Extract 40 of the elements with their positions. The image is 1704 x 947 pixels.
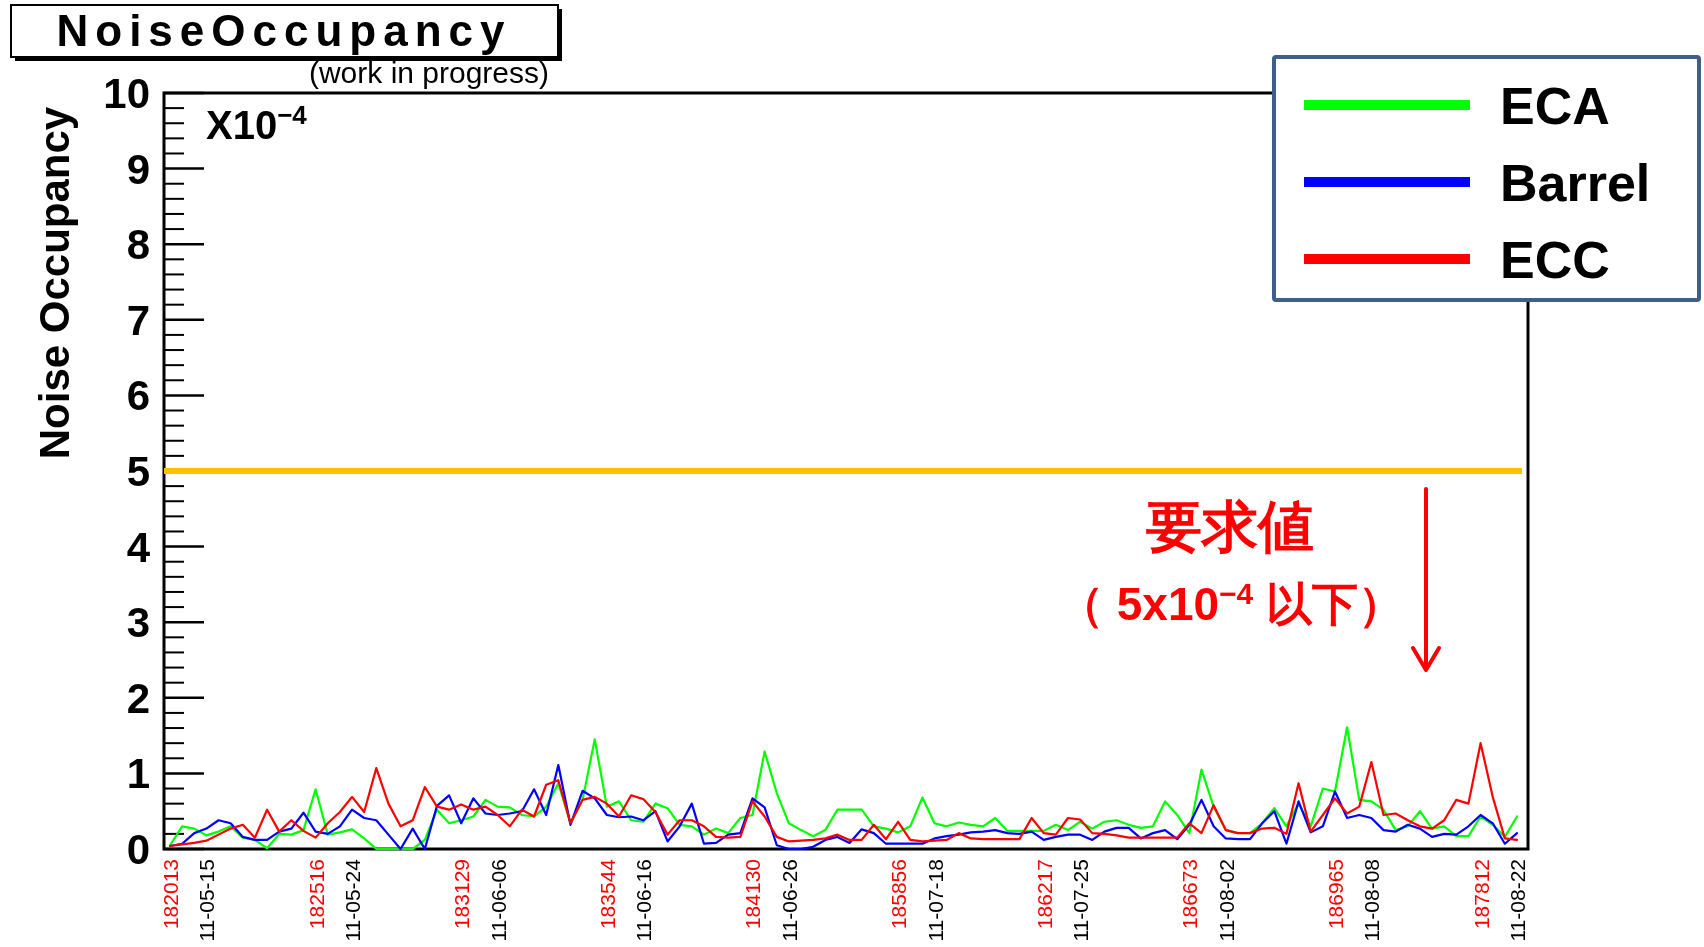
title-box: NoiseOccupancy (10, 4, 562, 61)
y-tick-label: 1 (126, 750, 150, 798)
x-tick-label: 184130 (740, 859, 764, 930)
x-tick-label: 11-07-25 (1068, 859, 1092, 942)
annotation: 要求値 (1146, 495, 1314, 558)
y-tick-label: 8 (126, 221, 150, 269)
annotation: X10$^{−4}$ (206, 100, 308, 147)
y-tick-label: 6 (126, 372, 150, 420)
x-tick-label: 11-05-24 (340, 858, 364, 942)
y-tick-label: 10 (103, 70, 150, 117)
x-tick-label: 183129 (449, 859, 473, 930)
x-tick-label: 11-06-16 (631, 859, 655, 942)
x-tick-label: 11-05-15 (194, 859, 218, 942)
x-tick-label: 187812 (1469, 859, 1493, 930)
y-tick-label: 0 (126, 826, 150, 873)
annotation: （ 5x10$^{−4}$ 以下） (1058, 576, 1404, 630)
x-tick-label: 11-07-18 (923, 859, 947, 942)
x-tick-label: 11-08-22 (1505, 859, 1529, 942)
x-tick-label: 182013 (158, 859, 182, 930)
x-tick-label: 185856 (886, 859, 910, 930)
x-tick-label: 11-06-06 (486, 859, 510, 942)
x-tick-label: 11-08-08 (1359, 859, 1383, 942)
x-tick-label: 186965 (1323, 859, 1347, 930)
y-tick-label: 3 (126, 599, 150, 647)
x-tick-label: 186673 (1177, 859, 1201, 930)
y-tick-label: 7 (126, 296, 150, 344)
x-tick-label: 11-06-26 (777, 859, 801, 942)
y-tick-label: 5 (126, 448, 150, 495)
x-tick-label: 186217 (1032, 859, 1056, 930)
legend-label: Barrel (1500, 154, 1651, 212)
chart-title: NoiseOccupancy (56, 6, 512, 55)
y-axis-title: Noise Occupancy (30, 106, 78, 460)
x-tick-label: 182516 (304, 859, 328, 930)
y-tick-label: 2 (126, 674, 150, 722)
legend-label: ECC (1500, 231, 1610, 289)
y-tick-label: 9 (126, 145, 150, 193)
x-tick-label: 183544 (595, 858, 619, 930)
legend-label: ECA (1500, 77, 1610, 135)
x-tick-label: 11-08-02 (1214, 859, 1238, 942)
y-tick-label: 4 (126, 523, 151, 571)
